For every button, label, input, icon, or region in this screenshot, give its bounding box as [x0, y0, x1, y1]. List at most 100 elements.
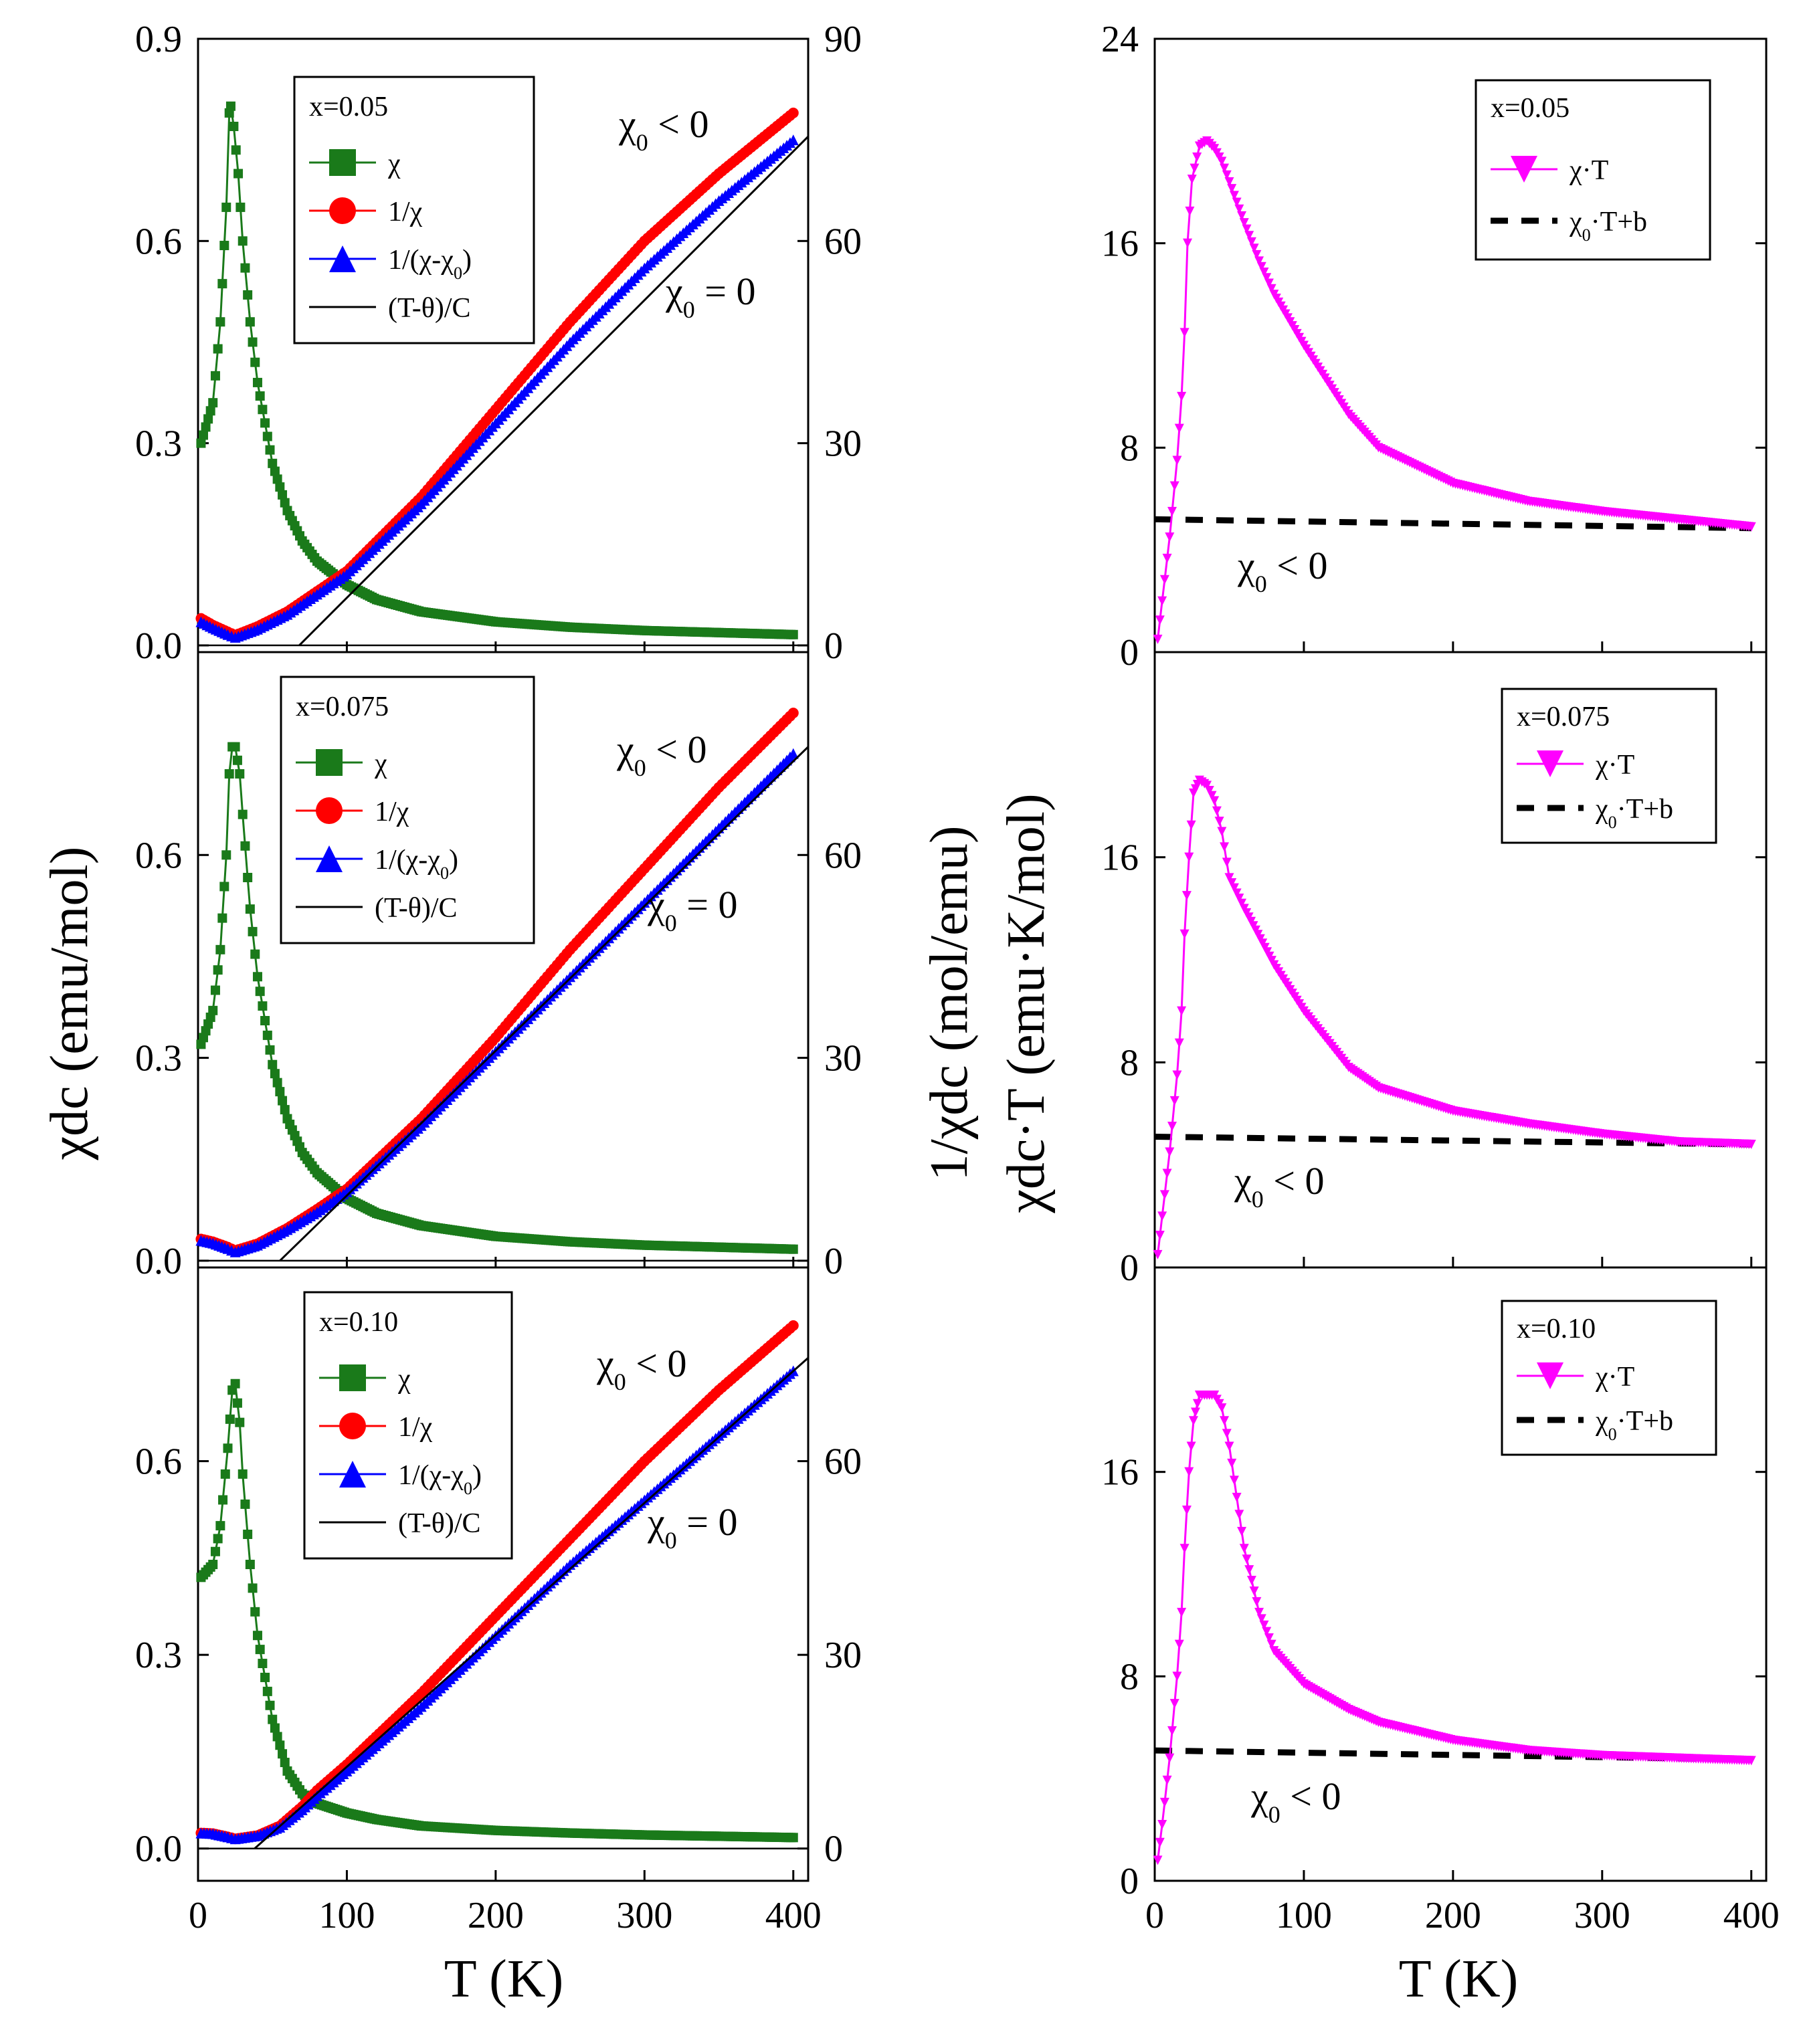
data-point: [208, 1005, 218, 1015]
data-point: [1234, 1510, 1244, 1520]
data-point: [1186, 820, 1196, 830]
data-point: [787, 134, 799, 146]
data-point: [1159, 1190, 1169, 1200]
data-point: [1222, 857, 1232, 867]
data-point: [1172, 455, 1182, 466]
legend-label: 1/(χ-χ0): [398, 1460, 482, 1498]
data-point: [1155, 615, 1165, 625]
data-point: [1165, 532, 1175, 542]
data-point: [235, 1417, 245, 1427]
data-point: [255, 391, 265, 401]
data-point: [243, 1529, 253, 1539]
data-point: [215, 944, 225, 954]
series-chiT: [1153, 1391, 1756, 1865]
data-point: [210, 985, 220, 995]
data-point: [1242, 1554, 1252, 1564]
data-point: [268, 1714, 278, 1724]
data-point: [278, 490, 288, 500]
data-point: [208, 398, 218, 408]
data-point: [1165, 1147, 1175, 1157]
legend: x=0.075 χ·T χ0·T+b: [1501, 688, 1717, 844]
data-point: [1237, 898, 1247, 908]
y2-tick-label: 60: [824, 221, 862, 262]
curie-weiss-line: [298, 136, 810, 646]
data-point: [1242, 224, 1252, 234]
data-point: [245, 1560, 255, 1570]
x-tick-label: 400: [765, 1895, 822, 1936]
y-tick-label: 0.0: [135, 625, 182, 667]
data-point: [1227, 184, 1237, 194]
data-point: [1244, 1565, 1254, 1575]
legend-marker: [329, 245, 356, 272]
y2-tick-label: 60: [824, 835, 862, 876]
data-point: [258, 405, 268, 415]
data-point: [1224, 1441, 1234, 1451]
data-point: [219, 241, 229, 251]
data-point: [223, 1443, 233, 1453]
data-point: [1162, 1168, 1172, 1179]
data-point: [1227, 1458, 1237, 1468]
annotation-chi0-negative: χ0 < 0: [1234, 1159, 1324, 1213]
y2-tick-label: 60: [824, 1441, 862, 1483]
data-point: [278, 1096, 288, 1106]
data-point: [262, 1030, 272, 1040]
data-point: [215, 317, 225, 327]
series-chiT: [1153, 775, 1756, 1259]
data-point: [272, 1078, 282, 1088]
legend-title: x=0.10: [1517, 1314, 1596, 1344]
data-point: [1237, 1526, 1247, 1536]
data-point: [1229, 883, 1239, 893]
data-point: [262, 431, 272, 441]
data-point: [1229, 191, 1239, 201]
data-point: [787, 1320, 799, 1331]
data-point: [230, 1378, 240, 1389]
data-point: [1190, 1407, 1200, 1417]
data-point: [1169, 1096, 1179, 1106]
series-chi: [196, 742, 798, 1254]
data-point: [1254, 1607, 1264, 1617]
data-point: [1155, 1231, 1165, 1241]
data-point: [270, 1723, 280, 1733]
legend-label: χ0·T+b: [1595, 1406, 1673, 1444]
legend: x=0.10 χ 1/χ 1/(χ-χ0) (T-θ)/C: [303, 1291, 513, 1560]
y-tick-label: 24: [1101, 19, 1139, 60]
data-point: [1249, 1586, 1259, 1596]
legend-label: χ: [397, 1364, 411, 1395]
data-point: [278, 1749, 288, 1759]
legend-title: x=0.075: [296, 692, 389, 722]
curie-weiss-line: [254, 1357, 809, 1849]
data-point: [1159, 1797, 1169, 1807]
data-point: [1167, 1122, 1177, 1132]
right-panel-3: 0 8 16 0 100 200 300 400 x=0.10 χ·T χ0·T+b χ0 < 0: [1101, 1266, 1780, 1936]
y2-tick-label: 0: [824, 1829, 843, 1870]
left-panel-3: 0.0 0.3 0.6 0 30 60 0 100 200 300 400 x=0.10 χ 1/χ 1/(…: [135, 1266, 862, 1936]
data-point: [248, 1583, 258, 1593]
data-point: [1239, 218, 1249, 228]
legend-label: (T-θ)/C: [388, 293, 471, 324]
legend-marker: [1511, 156, 1537, 183]
data-point: [1232, 1492, 1242, 1502]
data-point: [1183, 238, 1193, 248]
y2-tick-label: 90: [824, 19, 862, 60]
data-point: [1165, 1753, 1175, 1763]
y-tick-label: 0.9: [135, 19, 182, 60]
data-point: [1264, 1633, 1274, 1643]
annotation-chi0-negative: χ0 < 0: [1250, 1774, 1341, 1828]
data-point: [272, 1732, 282, 1742]
data-point: [219, 882, 229, 892]
data-point: [1172, 1671, 1182, 1681]
data-point: [1159, 575, 1169, 585]
data-point: [240, 841, 250, 851]
legend-label: 1/(χ-χ0): [375, 845, 458, 883]
data-point: [1157, 1211, 1167, 1221]
data-point: [1207, 791, 1217, 801]
right-y-axis-title-top-text: 1/χdc (mol/emu): [920, 826, 979, 1181]
annotation-chi0-negative: χ0 < 0: [1237, 544, 1327, 597]
data-point: [238, 1469, 248, 1479]
data-point: [240, 1499, 250, 1509]
data-point: [1234, 204, 1244, 214]
data-point: [788, 1244, 798, 1254]
data-point: [231, 145, 241, 155]
data-point: [220, 1469, 230, 1479]
y-tick-label: 8: [1120, 1656, 1139, 1698]
